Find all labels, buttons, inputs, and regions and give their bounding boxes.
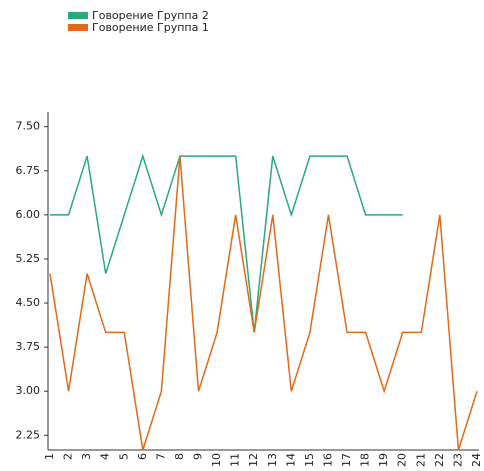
y-tick-label: 3.00 bbox=[16, 384, 41, 397]
x-tick-label: 15 bbox=[303, 453, 316, 467]
x-tick-label: 18 bbox=[359, 453, 372, 467]
legend-label: Говорение Группа 1 bbox=[92, 21, 209, 34]
x-tick-label: 6 bbox=[136, 453, 149, 460]
x-tick-label: 14 bbox=[284, 453, 297, 467]
x-tick-label: 16 bbox=[321, 453, 334, 467]
legend-swatch bbox=[68, 12, 88, 19]
legend-label: Говорение Группа 2 bbox=[92, 9, 209, 22]
y-tick-label: 3.75 bbox=[16, 340, 41, 353]
y-tick-label: 6.75 bbox=[16, 164, 41, 177]
y-tick-label: 7.50 bbox=[16, 120, 41, 133]
x-tick-label: 10 bbox=[210, 453, 223, 467]
y-tick-label: 5.25 bbox=[16, 252, 41, 265]
x-tick-label: 7 bbox=[154, 453, 167, 460]
x-tick-label: 12 bbox=[247, 453, 260, 467]
x-tick-label: 3 bbox=[80, 453, 93, 460]
x-tick-label: 2 bbox=[62, 453, 75, 460]
legend-swatch bbox=[68, 24, 88, 31]
x-tick-label: 1 bbox=[43, 453, 56, 460]
x-tick-label: 13 bbox=[266, 453, 279, 467]
x-tick-label: 17 bbox=[340, 453, 353, 467]
line-series bbox=[50, 153, 403, 333]
x-tick-label: 5 bbox=[117, 453, 130, 460]
x-tick-label: 4 bbox=[99, 453, 112, 460]
line-series bbox=[49, 156, 478, 451]
x-tick-label: 11 bbox=[229, 453, 242, 467]
x-tick-label: 23 bbox=[451, 453, 464, 467]
x-tick-label: 24 bbox=[470, 453, 483, 467]
x-tick-label: 8 bbox=[173, 453, 186, 460]
y-tick-label: 4.50 bbox=[16, 296, 41, 309]
x-tick-label: 20 bbox=[396, 453, 409, 467]
y-tick-label: 6.00 bbox=[16, 208, 41, 221]
x-tick-label: 21 bbox=[414, 453, 427, 467]
x-tick-label: 22 bbox=[433, 453, 446, 467]
x-tick-label: 19 bbox=[377, 453, 390, 467]
y-tick-label: 2.25 bbox=[16, 428, 41, 441]
x-tick-label: 9 bbox=[192, 453, 205, 460]
